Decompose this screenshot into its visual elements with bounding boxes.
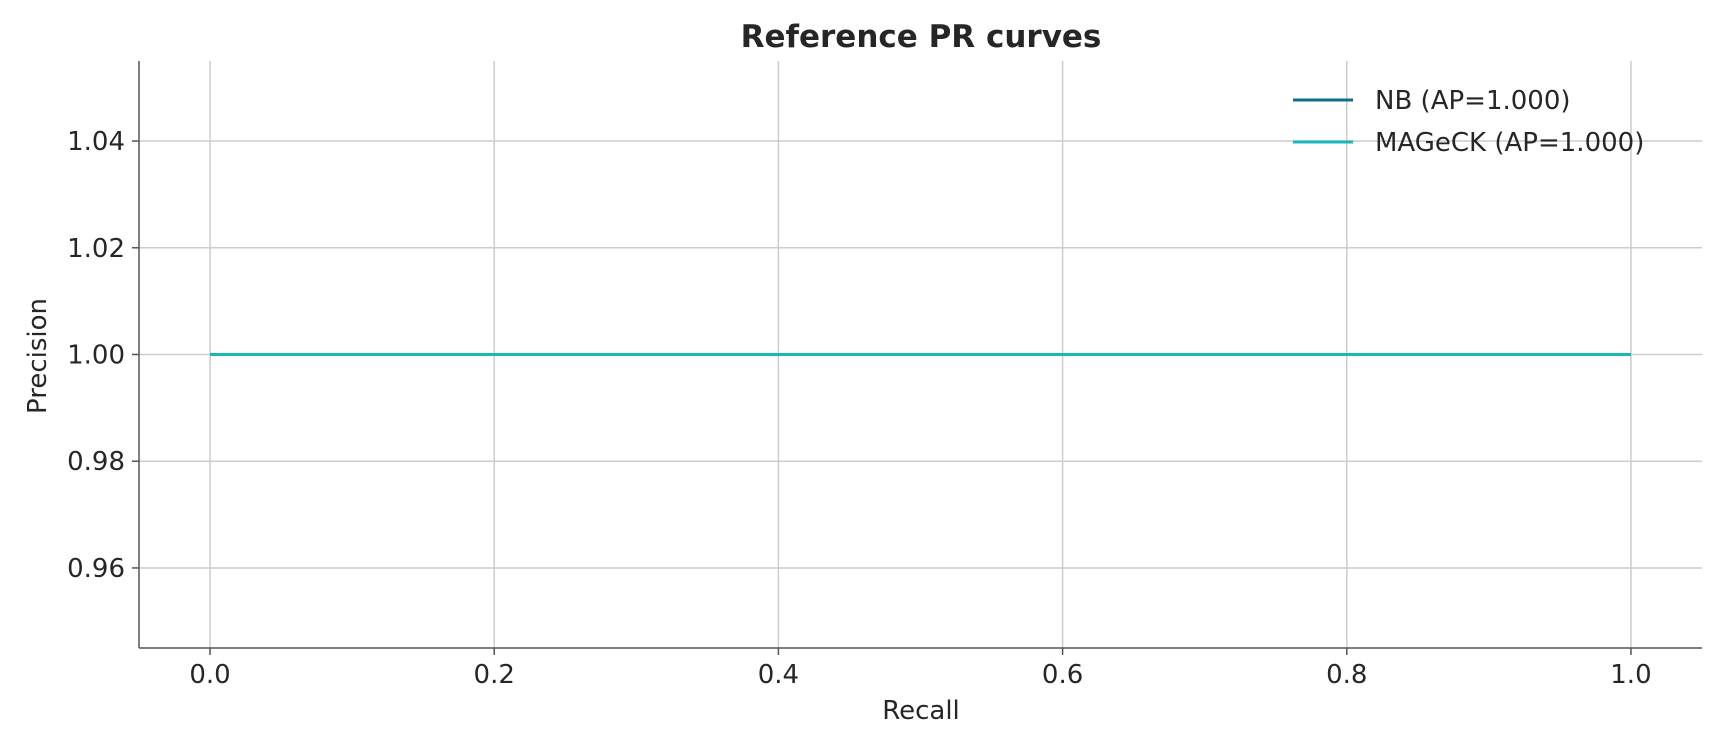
x-tick-label: 0.0 <box>189 660 230 690</box>
y-tick-label: 1.04 <box>67 127 125 157</box>
x-axis-ticks: 0.0 0.2 0.4 0.6 0.8 1.0 <box>189 648 1652 690</box>
x-tick-label: 0.2 <box>474 660 515 690</box>
chart-title: Reference PR curves <box>741 19 1102 55</box>
x-tick-label: 0.8 <box>1326 660 1367 690</box>
y-tick-label: 1.02 <box>67 234 125 264</box>
x-axis-label: Recall <box>882 696 960 726</box>
x-tick-label: 0.6 <box>1042 660 1083 690</box>
legend-label-0: NB (AP=1.000) <box>1375 86 1571 116</box>
y-axis-ticks: 0.96 0.98 1.00 1.02 1.04 <box>67 127 139 584</box>
y-axis-label: Precision <box>23 298 53 414</box>
y-tick-label: 0.98 <box>67 447 125 477</box>
y-tick-label: 1.00 <box>67 341 125 371</box>
legend-label-1: MAGeCK (AP=1.000) <box>1375 128 1644 158</box>
x-tick-label: 0.4 <box>758 660 799 690</box>
legend: NB (AP=1.000) MAGeCK (AP=1.000) <box>1293 86 1644 158</box>
x-tick-label: 1.0 <box>1610 660 1651 690</box>
y-tick-label: 0.96 <box>67 554 125 584</box>
